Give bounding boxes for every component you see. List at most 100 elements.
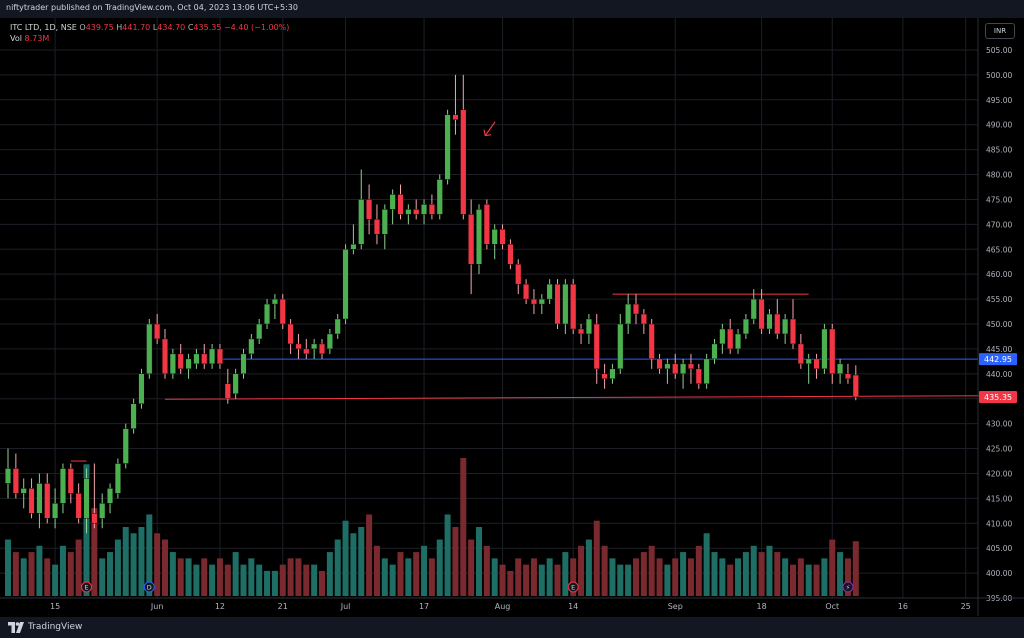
x-tick-label: 16 [898,602,908,611]
volume-bar [774,552,781,596]
candle-body [201,353,208,365]
close-value: 435.35 [193,23,222,32]
candle-body [44,483,51,519]
volume-bar [625,564,632,596]
candle-body [687,363,694,370]
candle-body [248,338,255,355]
volume-legend[interactable]: Vol 8.73M [10,34,49,43]
volume-bar [844,558,851,596]
candle-body [742,318,749,335]
candle-body [209,348,216,365]
currency-button[interactable]: INR [985,23,1015,39]
candle-body [52,503,59,519]
candle-body [232,373,239,394]
volume-bar [366,514,373,596]
volume-bar [20,558,27,596]
candle-body [578,328,585,335]
volume-bar [821,558,828,596]
volume-bar [640,552,647,596]
volume-bar [436,539,443,596]
volume-bar [460,458,467,596]
candle-body [554,283,561,325]
volume-bar [271,570,278,596]
volume-bar [114,539,121,596]
volume-bar [413,552,420,596]
candle-body [774,313,781,335]
candlestick-chart[interactable]: E D E ⚡ 505.00 500.00 495.00 490.00 485.00 480.0… [0,18,1024,616]
candle-body [797,343,804,365]
volume-bar [672,558,679,596]
candle-body [491,229,498,245]
volume-bar [837,552,844,596]
x-tick-label: 17 [419,602,429,611]
price-label-blue [979,353,1017,366]
volume-bar [405,558,412,596]
candle-body [507,244,514,265]
y-tick-label: 440.00 [986,370,1012,379]
candle-body [59,468,66,504]
candle-body [350,244,357,250]
volume-bar [28,552,35,596]
y-tick-label: 450.00 [986,320,1012,329]
candle-body [656,358,663,370]
y-tick-label: 420.00 [986,469,1012,478]
volume-bar [585,539,592,596]
y-tick-label: 400.00 [986,569,1012,578]
low-label: L [152,23,158,32]
volume-bar [138,527,145,596]
chart-frame[interactable]: E D E ⚡ 505.00 500.00 495.00 490.00 485.00 480.0… [0,18,1024,616]
red-arrow [483,121,496,137]
candle-body [625,303,632,325]
candle-body [154,323,161,340]
candle-body [146,323,153,375]
y-tick-label: 430.00 [986,420,1012,429]
volume-bar [373,545,380,596]
volume-bar [421,545,428,596]
volume-bar [507,570,514,596]
volume-bar [287,558,294,596]
candle-body [805,358,812,365]
x-tick-label: Aug [495,602,511,611]
y-tick-label: 480.00 [986,171,1012,180]
candle-body [12,468,19,494]
volume-bar [570,558,577,596]
candle-body [358,199,365,245]
tradingview-logo-icon[interactable] [8,622,24,633]
candle-body [609,368,616,380]
volume-bar [797,558,804,596]
candle-body [381,209,388,235]
y-tick-label: 485.00 [986,146,1012,155]
candles [4,74,859,534]
volume-bar [829,539,836,596]
volume-bar [201,558,208,596]
candle-body [185,358,192,370]
candle-body [483,204,490,245]
candle-body [695,368,702,384]
candle-body [672,363,679,375]
candle-body [719,328,726,345]
drawing-lines [70,121,990,462]
volume-bar [52,564,59,596]
volume-bar [154,533,161,596]
volume-bar [656,558,663,596]
candle-body [782,318,789,335]
volume-bars [5,458,859,596]
candle-body [373,219,380,235]
candle-body [421,204,428,215]
high-label: H [116,23,123,32]
event-marker-glyph: E [84,584,88,592]
volume-bar [593,520,600,596]
candle-body [538,298,545,305]
volume-bar [358,527,365,596]
y-tick-label: 415.00 [986,494,1012,503]
y-tick-label: 495.00 [986,96,1012,105]
volume-bar [209,564,216,596]
tradingview-brand[interactable]: TradingView [28,622,83,632]
volume-bar [5,539,11,596]
volume-bar [727,564,734,596]
volume-bar [146,514,153,596]
symbol-legend[interactable]: ITC LTD, 1D, NSE O439.75 H441.70 L434.70… [10,22,289,33]
candle-body [161,338,168,375]
x-tick-label: 14 [568,602,578,611]
volume-bar [633,558,639,596]
